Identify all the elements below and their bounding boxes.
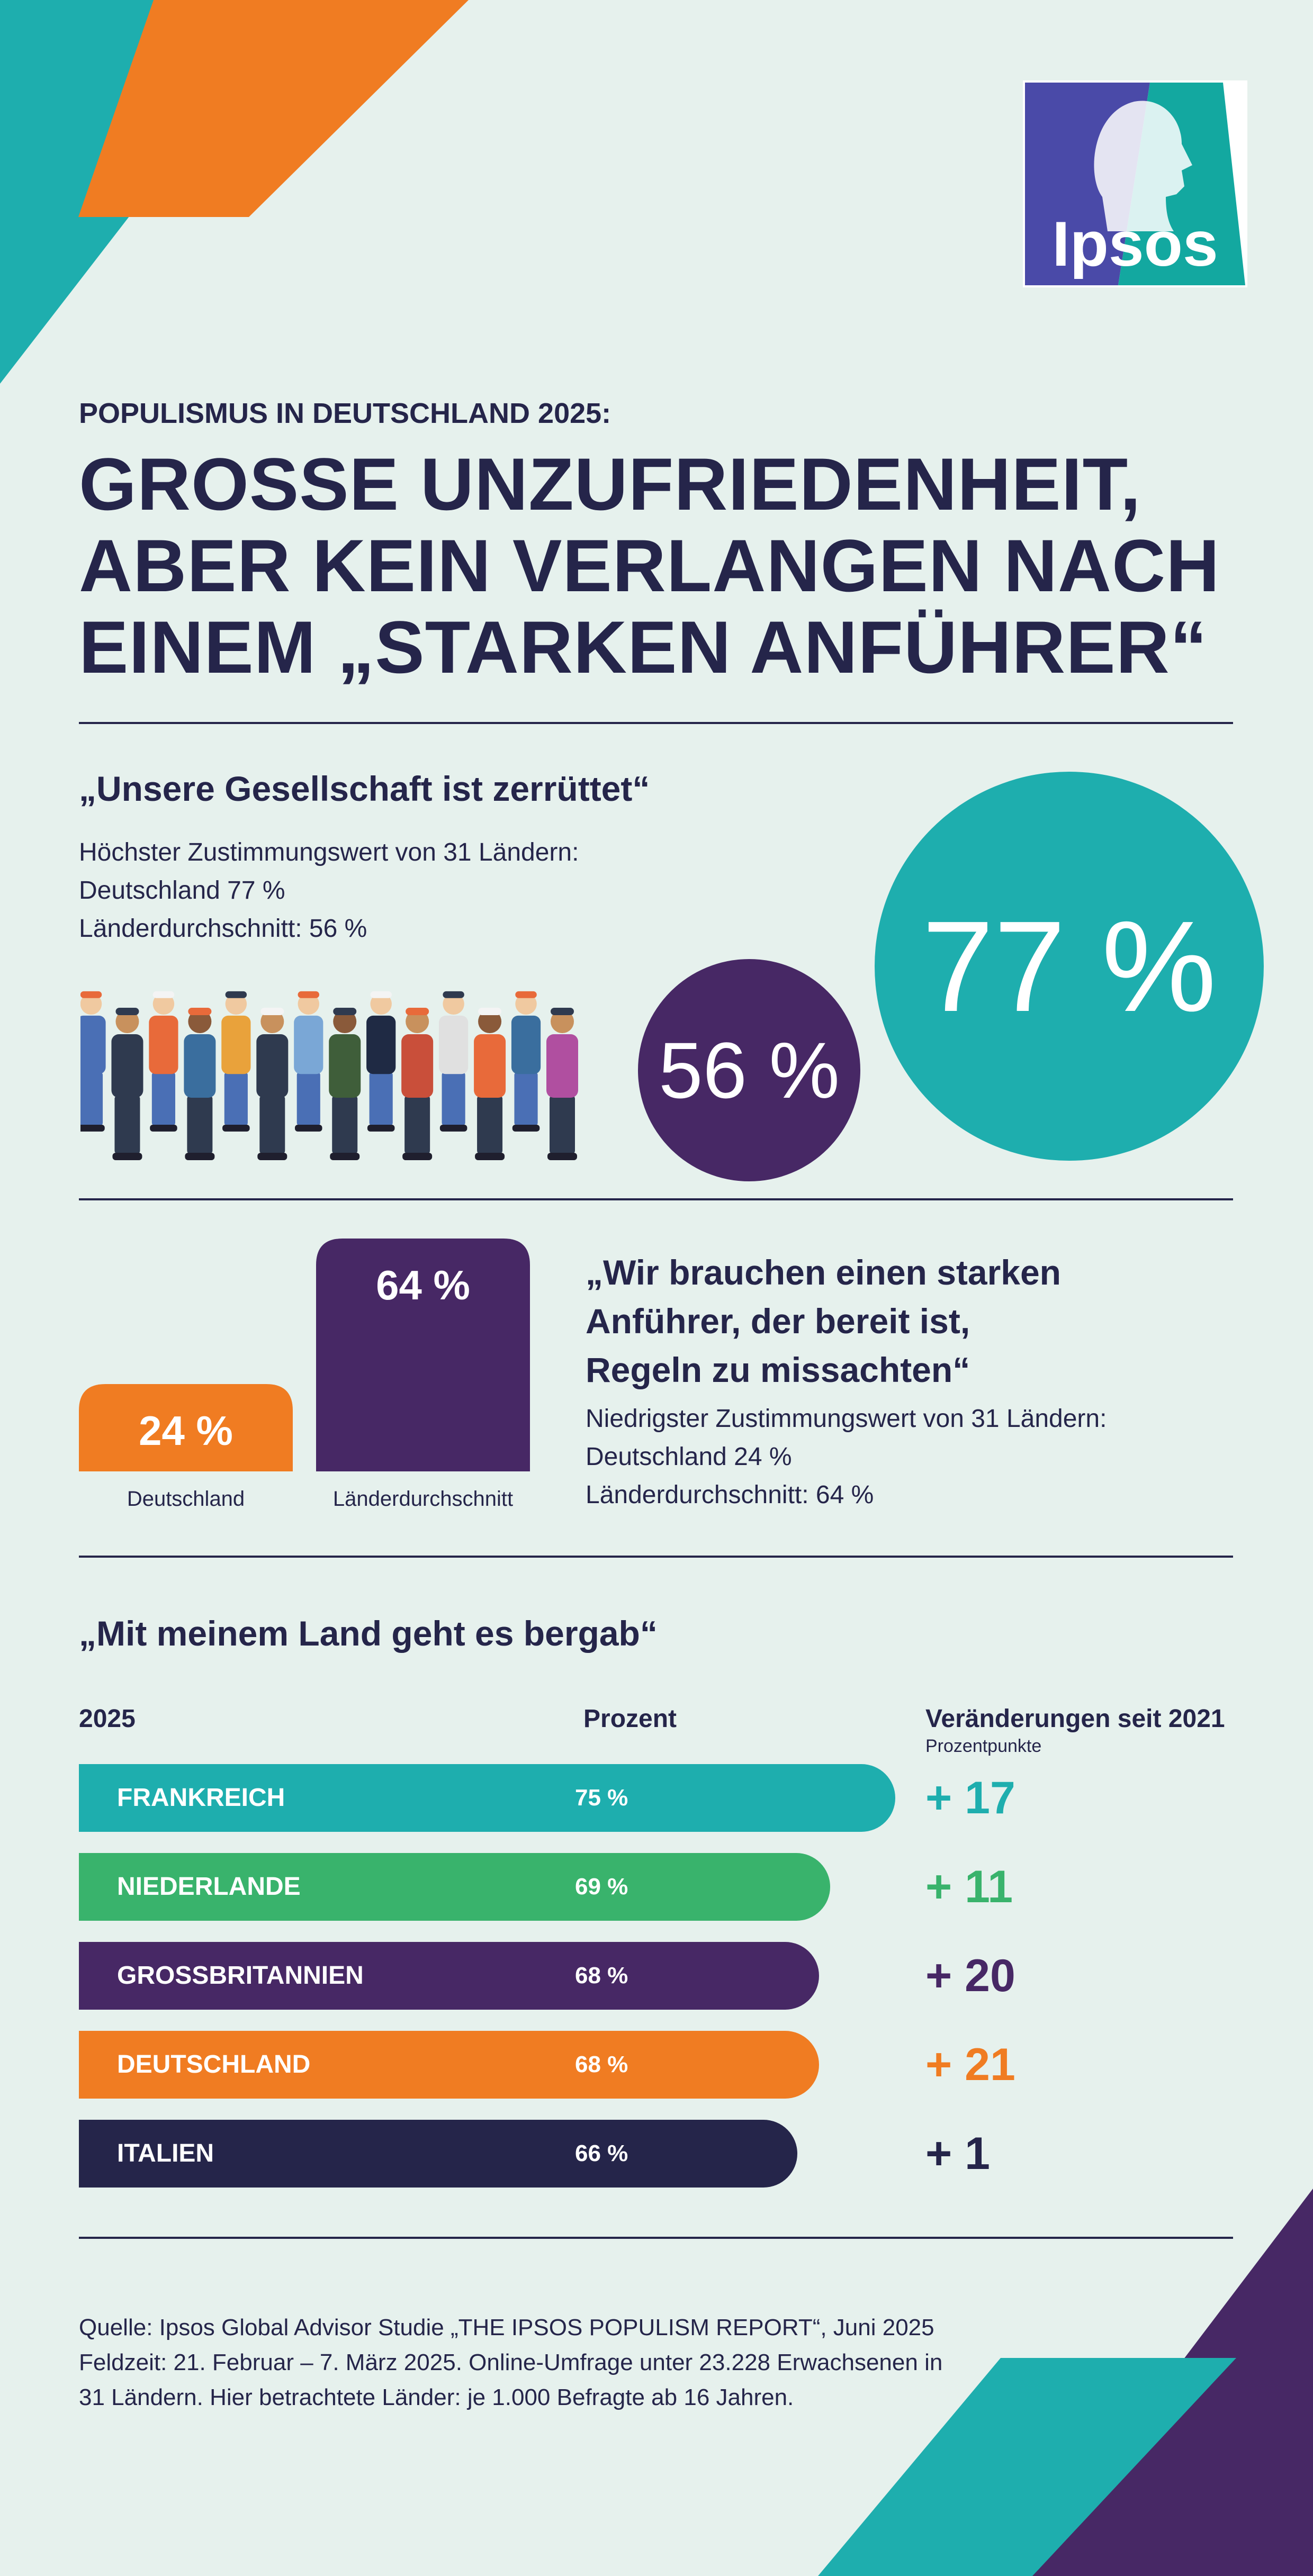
worker-figure [256, 1008, 289, 1160]
worker-figure [111, 1008, 143, 1160]
worker-figure [329, 1008, 361, 1160]
bottom-right-teal-shape [818, 2358, 1236, 2576]
title-line: EINEM „STARKEN ANFÜHRER“ [79, 605, 1208, 689]
bar-value-label: 66 % [575, 2140, 628, 2166]
bar-category-label: Deutschland [127, 1487, 245, 1511]
divider [79, 1556, 1233, 1558]
change-value: + 1 [925, 2128, 990, 2179]
section1-line: Deutschland 77 % [79, 876, 285, 905]
bar-value-label: 69 % [575, 1874, 628, 1900]
bar-country-label: ITALIEN [117, 2139, 214, 2167]
bar-frankreich: FRANKREICH 75 % [79, 1764, 895, 1832]
bar-value-label: 68 % [575, 2051, 628, 2077]
worker-figure [546, 1008, 578, 1160]
section2-quote-line: Regeln zu missachten“ [586, 1350, 970, 1389]
column-subheader-change: Prozentpunkte [925, 1736, 1042, 1756]
section2-quote-line: Anführer, der bereit ist, [586, 1301, 970, 1341]
column-header-percent: Prozent [583, 1705, 677, 1733]
bar-länderdurchschnitt [316, 1239, 530, 1471]
top-left-orange-shape [78, 0, 469, 217]
section1-line: Höchster Zustimmungswert von 31 Ländern: [79, 838, 579, 866]
worker-figure [439, 991, 469, 1132]
worker-figure [294, 991, 323, 1132]
bar-country-label: DEUTSCHLAND [117, 2050, 311, 2078]
group-of-workers-illustration [80, 991, 578, 1160]
bar-italien: ITALIEN 66 % [79, 2120, 797, 2188]
title-line: ABER KEIN VERLANGEN NACH [79, 524, 1220, 607]
divider [79, 2237, 1233, 2239]
column-header-change: Veränderungen seit 2021 [925, 1705, 1225, 1733]
section2-line: Deutschland 24 % [586, 1443, 792, 1471]
change-value: + 17 [925, 1773, 1015, 1823]
bar-deutschland [79, 1384, 293, 1471]
bar-grossbritannien: GROSSBRITANNIEN 68 % [79, 1942, 820, 2010]
change-value: + 11 [925, 1861, 1013, 1912]
source-note: Quelle: Ipsos Global Advisor Studie „THE… [79, 2310, 942, 2415]
worker-figure [511, 991, 541, 1132]
bar-value-label: 75 % [575, 1785, 628, 1811]
worker-figure [80, 991, 106, 1132]
bar-country-label: GROSSBRITANNIEN [117, 1962, 364, 1990]
worker-figure [401, 1008, 434, 1160]
worker-figure [184, 1008, 216, 1160]
bar-category-label: Länderdurchschnitt [332, 1487, 514, 1511]
worker-figure [474, 1008, 506, 1160]
section1-text: Höchster Zustimmungswert von 31 Ländern:… [79, 834, 579, 948]
bubble-average: 56 % [638, 959, 860, 1181]
column-header-year: 2025 [79, 1705, 136, 1733]
bar-value-label: 68 % [575, 1963, 628, 1989]
section2-quote-line: „Wir brauchen einen starken [586, 1253, 1061, 1292]
source-line: Quelle: Ipsos Global Advisor Studie „THE… [79, 2315, 934, 2340]
bar-value-label: 24 % [139, 1407, 233, 1454]
title-line: GROSSE UNZUFRIEDENHEIT, [79, 442, 1141, 526]
bar-niederlande: NIEDERLANDE 69 % [79, 1853, 830, 1921]
head-silhouette-icon [1094, 101, 1192, 231]
section2-line: Länderdurchschnitt: 64 % [586, 1481, 874, 1509]
worker-figure [366, 991, 396, 1132]
bubble-average-label: 56 % [659, 1025, 840, 1115]
bar-country-label: NIEDERLANDE [117, 1873, 301, 1901]
strong-leader-bar-chart: 24 % 64 % [79, 1239, 530, 1471]
section2-text: Niedrigster Zustimmungswert von 31 Lände… [586, 1400, 1107, 1514]
section2-quote: „Wir brauchen einen starken Anführer, de… [586, 1248, 1061, 1394]
bar-country-label: FRANKREICH [117, 1784, 285, 1812]
bubble-germany: 77 % [875, 772, 1264, 1161]
source-line: Feldzeit: 21. Februar – 7. März 2025. On… [79, 2349, 943, 2375]
change-value: + 20 [925, 1950, 1015, 2001]
change-value: + 21 [925, 2039, 1015, 2090]
ipsos-logo: Ipsos [1023, 80, 1247, 287]
page-title: GROSSE UNZUFRIEDENHEIT, ABER KEIN VERLAN… [79, 444, 1220, 688]
section2-line: Niedrigster Zustimmungswert von 31 Lände… [586, 1405, 1107, 1433]
divider [79, 722, 1233, 724]
bar-deutschland: DEUTSCHLAND 68 % [79, 2031, 820, 2099]
header-subtitle: POPULISMUS IN DEUTSCHLAND 2025: [79, 397, 611, 429]
bubble-germany-label: 77 % [922, 894, 1217, 1038]
worker-figure [149, 991, 178, 1132]
bar-value-label: 64 % [376, 1262, 470, 1308]
section3-quote: „Mit meinem Land geht es bergab“ [79, 1614, 658, 1653]
divider [79, 1198, 1233, 1200]
source-line: 31 Ländern. Hier betrachtete Länder: je … [79, 2384, 794, 2410]
section1-quote: „Unsere Gesellschaft ist zerrüttet“ [79, 769, 650, 808]
logo-text: Ipsos [1052, 209, 1218, 279]
section1-line: Länderdurchschnitt: 56 % [79, 915, 367, 943]
worker-figure [221, 991, 251, 1132]
